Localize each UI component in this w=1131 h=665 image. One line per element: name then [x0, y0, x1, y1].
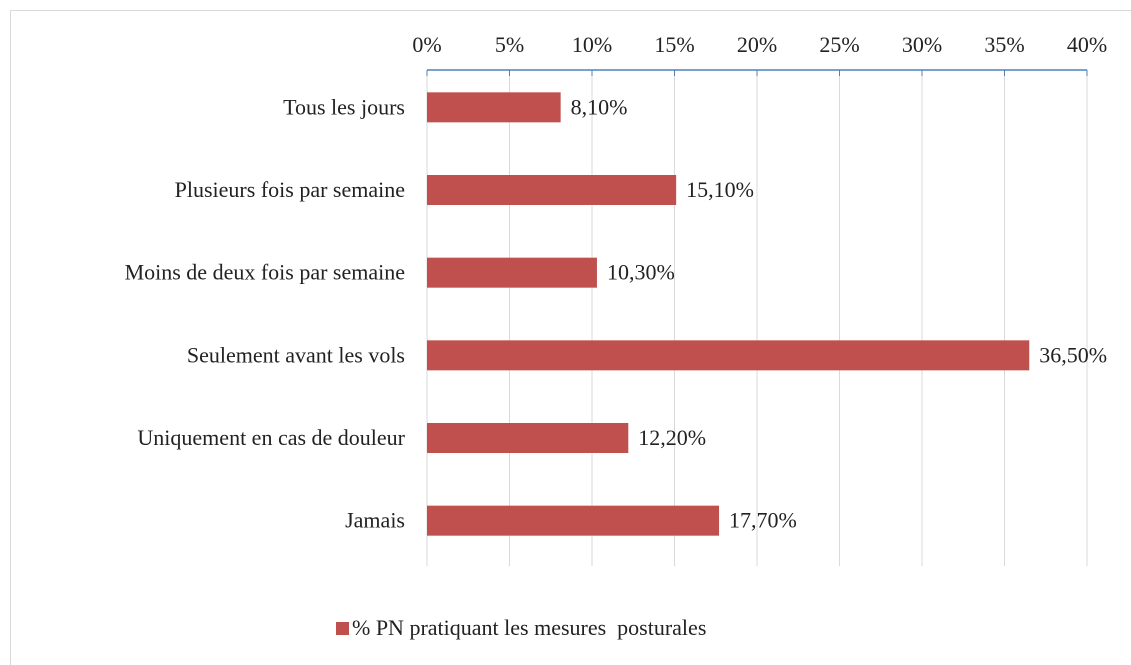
data-label: 15,10%	[686, 177, 754, 202]
data-label: 17,70%	[729, 508, 797, 533]
x-tick-label: 5%	[495, 32, 524, 57]
data-label: 10,30%	[607, 260, 675, 285]
x-tick-label: 25%	[819, 32, 859, 57]
chart-frame	[10, 10, 1131, 665]
bar	[427, 92, 561, 123]
y-tick-label: Seulement avant les vols	[187, 342, 405, 367]
bar	[427, 423, 629, 453]
data-label: 12,20%	[638, 425, 706, 450]
x-tick-label: 15%	[654, 32, 694, 57]
y-tick-label: Moins de deux fois par semaine	[125, 260, 405, 285]
bar	[427, 340, 1030, 371]
y-tick-label: Tous les jours	[283, 94, 405, 119]
bar	[427, 505, 720, 536]
x-tick-label: 40%	[1067, 32, 1107, 57]
y-tick-label: Uniquement en cas de douleur	[137, 425, 405, 450]
x-tick-label: 10%	[572, 32, 612, 57]
x-tick-label: 35%	[984, 32, 1024, 57]
x-tick-label: 0%	[412, 32, 441, 57]
data-label: 8,10%	[571, 94, 628, 119]
legend-label: % PN pratiquant les mesures posturales	[352, 615, 706, 640]
x-tick-label: 30%	[902, 32, 942, 57]
y-tick-label: Jamais	[345, 508, 405, 533]
legend-swatch	[336, 622, 349, 635]
x-tick-label: 20%	[737, 32, 777, 57]
bar	[427, 175, 677, 205]
y-tick-label: Plusieurs fois par semaine	[175, 177, 405, 202]
data-label: 36,50%	[1039, 342, 1107, 367]
bar	[427, 257, 597, 288]
